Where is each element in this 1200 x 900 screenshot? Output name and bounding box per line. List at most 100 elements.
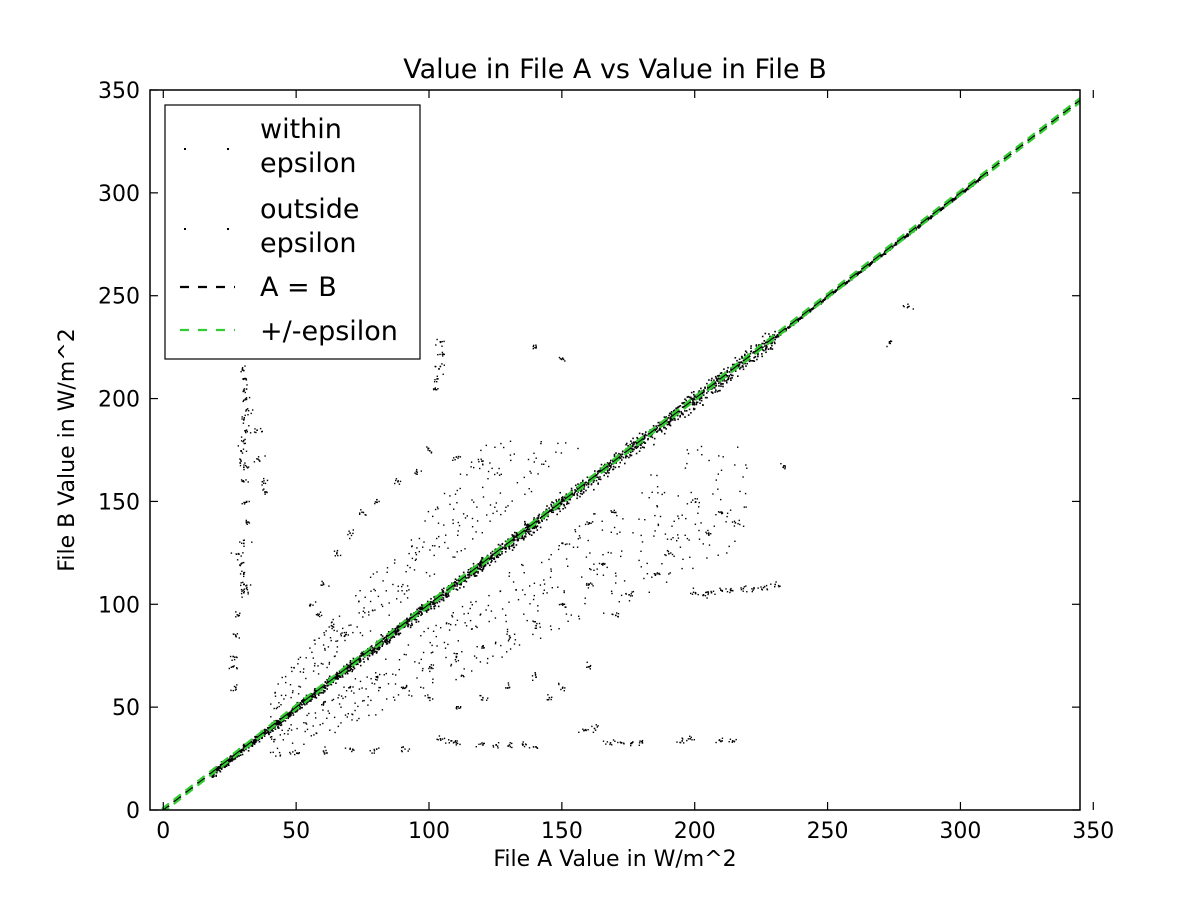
- point-within-epsilon: [551, 506, 554, 509]
- point-within-epsilon: [745, 351, 748, 354]
- point-within-epsilon: [844, 283, 846, 285]
- point-outside-epsilon: [601, 520, 603, 522]
- point-within-epsilon: [419, 607, 422, 609]
- point-outside-epsilon: [378, 689, 380, 692]
- point-outside-epsilon: [421, 669, 424, 672]
- point-within-epsilon: [359, 655, 361, 657]
- point-within-epsilon: [442, 597, 445, 599]
- point-within-epsilon: [391, 636, 393, 639]
- point-within-epsilon: [774, 330, 776, 333]
- point-within-epsilon: [346, 672, 349, 675]
- point-within-epsilon: [514, 539, 516, 541]
- point-outside-epsilon: [596, 726, 598, 728]
- point-outside-epsilon: [425, 571, 428, 574]
- point-outside-epsilon: [241, 367, 244, 369]
- point-outside-epsilon: [692, 591, 695, 593]
- point-within-epsilon: [430, 600, 432, 603]
- point-outside-epsilon: [430, 652, 433, 654]
- point-outside-epsilon: [470, 628, 473, 630]
- point-outside-epsilon: [299, 686, 302, 688]
- point-outside-epsilon: [757, 587, 759, 589]
- point-outside-epsilon: [350, 690, 353, 692]
- point-outside-epsilon: [532, 598, 535, 601]
- point-within-epsilon: [737, 366, 740, 368]
- point-within-epsilon: [736, 359, 738, 362]
- point-within-epsilon: [563, 505, 566, 507]
- point-within-epsilon: [693, 408, 695, 411]
- point-within-epsilon: [513, 536, 516, 539]
- point-outside-epsilon: [243, 575, 245, 578]
- point-outside-epsilon: [241, 452, 244, 454]
- point-within-epsilon: [320, 692, 323, 694]
- point-outside-epsilon: [698, 506, 700, 508]
- point-within-epsilon: [516, 539, 519, 542]
- point-outside-epsilon: [513, 643, 516, 645]
- point-outside-epsilon: [381, 605, 384, 608]
- point-outside-epsilon: [619, 741, 621, 743]
- point-within-epsilon: [551, 511, 553, 514]
- point-outside-epsilon: [588, 583, 590, 585]
- point-within-epsilon: [716, 375, 719, 377]
- point-within-epsilon: [267, 730, 269, 733]
- point-within-epsilon: [527, 525, 529, 527]
- point-outside-epsilon: [731, 589, 734, 592]
- point-within-epsilon: [468, 571, 470, 574]
- point-within-epsilon: [228, 764, 230, 766]
- point-outside-epsilon: [274, 695, 277, 697]
- point-outside-epsilon: [308, 712, 310, 715]
- point-within-epsilon: [432, 599, 435, 602]
- point-within-epsilon: [490, 555, 492, 557]
- point-within-epsilon: [684, 416, 686, 418]
- point-outside-epsilon: [435, 344, 437, 346]
- point-outside-epsilon: [294, 753, 296, 756]
- point-outside-epsilon: [323, 634, 326, 636]
- point-outside-epsilon: [907, 303, 909, 305]
- point-outside-epsilon: [324, 746, 326, 748]
- point-within-epsilon: [253, 742, 256, 744]
- point-outside-epsilon: [354, 678, 357, 680]
- point-outside-epsilon: [454, 659, 457, 661]
- point-outside-epsilon: [272, 751, 274, 753]
- point-outside-epsilon: [415, 553, 418, 556]
- point-within-epsilon: [397, 625, 399, 627]
- point-outside-epsilon: [356, 626, 358, 628]
- point-within-epsilon: [504, 544, 506, 546]
- point-within-epsilon: [869, 262, 871, 265]
- point-outside-epsilon: [293, 666, 295, 669]
- point-within-epsilon: [442, 591, 445, 594]
- point-outside-epsilon: [659, 573, 661, 576]
- point-within-epsilon: [375, 652, 378, 654]
- point-outside-epsilon: [595, 724, 597, 726]
- point-outside-epsilon: [243, 591, 245, 594]
- point-outside-epsilon: [378, 747, 380, 749]
- point-outside-epsilon: [303, 743, 305, 745]
- point-outside-epsilon: [535, 345, 537, 348]
- point-within-epsilon: [351, 670, 353, 673]
- point-outside-epsilon: [359, 632, 362, 634]
- point-outside-epsilon: [455, 678, 457, 681]
- point-within-epsilon: [460, 583, 462, 586]
- point-outside-epsilon: [243, 464, 245, 466]
- point-within-epsilon: [770, 342, 772, 345]
- point-outside-epsilon: [720, 589, 722, 591]
- point-outside-epsilon: [483, 647, 485, 649]
- point-outside-epsilon: [320, 662, 323, 665]
- point-outside-epsilon: [236, 684, 238, 686]
- point-within-epsilon: [231, 758, 233, 760]
- point-within-epsilon: [572, 494, 575, 496]
- point-within-epsilon: [456, 582, 458, 584]
- point-outside-epsilon: [240, 562, 243, 565]
- point-within-epsilon: [680, 410, 682, 413]
- point-within-epsilon: [381, 635, 384, 637]
- point-within-epsilon: [691, 403, 694, 406]
- point-outside-epsilon: [706, 597, 708, 599]
- point-outside-epsilon: [765, 584, 768, 587]
- point-within-epsilon: [730, 369, 732, 371]
- point-within-epsilon: [965, 189, 967, 192]
- point-outside-epsilon: [456, 502, 458, 504]
- point-within-epsilon: [723, 368, 725, 370]
- point-within-epsilon: [631, 442, 633, 444]
- point-outside-epsilon: [365, 514, 367, 516]
- point-within-epsilon: [322, 689, 325, 692]
- point-outside-epsilon: [280, 704, 282, 706]
